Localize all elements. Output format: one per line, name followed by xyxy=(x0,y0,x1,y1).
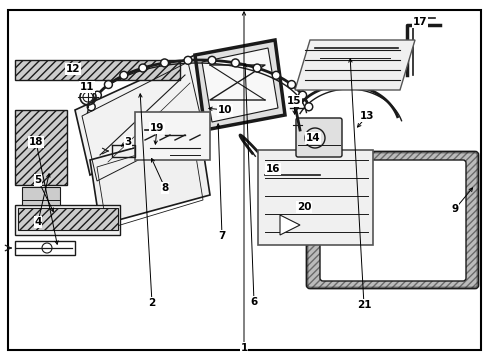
Text: 4: 4 xyxy=(34,217,41,227)
Circle shape xyxy=(88,104,94,109)
Circle shape xyxy=(106,82,111,87)
Text: 20: 20 xyxy=(296,202,311,212)
Text: 12: 12 xyxy=(65,64,80,74)
Text: 5: 5 xyxy=(34,175,41,185)
Text: 1: 1 xyxy=(240,343,247,353)
Text: 21: 21 xyxy=(356,300,370,310)
Bar xyxy=(135,112,209,160)
Circle shape xyxy=(254,66,259,71)
Bar xyxy=(15,110,67,185)
Circle shape xyxy=(160,59,168,67)
Circle shape xyxy=(140,66,145,71)
Text: 2: 2 xyxy=(148,298,155,308)
Circle shape xyxy=(185,58,190,63)
Text: 11: 11 xyxy=(80,82,94,92)
Circle shape xyxy=(120,71,127,79)
FancyBboxPatch shape xyxy=(295,118,341,157)
Circle shape xyxy=(95,93,100,98)
Bar xyxy=(15,205,120,235)
Circle shape xyxy=(298,91,306,99)
Circle shape xyxy=(231,59,239,67)
Text: 10: 10 xyxy=(217,105,232,115)
Text: 14: 14 xyxy=(305,133,320,143)
Circle shape xyxy=(272,71,280,79)
Polygon shape xyxy=(75,55,209,175)
Polygon shape xyxy=(195,40,285,130)
Text: 19: 19 xyxy=(149,123,164,133)
Text: 18: 18 xyxy=(29,137,43,147)
Circle shape xyxy=(232,60,238,66)
Text: 15: 15 xyxy=(286,96,301,106)
Circle shape xyxy=(162,60,167,66)
Circle shape xyxy=(273,73,278,78)
Bar xyxy=(15,241,75,255)
Text: 8: 8 xyxy=(161,183,168,193)
Polygon shape xyxy=(202,48,278,122)
Circle shape xyxy=(87,103,95,111)
Circle shape xyxy=(207,56,216,64)
Circle shape xyxy=(253,64,261,72)
Text: 17: 17 xyxy=(412,17,427,27)
Circle shape xyxy=(300,93,305,98)
FancyBboxPatch shape xyxy=(306,152,477,288)
Text: 9: 9 xyxy=(450,204,458,214)
Bar xyxy=(258,150,372,245)
Text: 3: 3 xyxy=(124,137,131,147)
Bar xyxy=(18,208,118,230)
Bar xyxy=(15,60,180,80)
Circle shape xyxy=(104,81,112,89)
Polygon shape xyxy=(294,40,414,90)
Text: 13: 13 xyxy=(359,111,373,121)
Circle shape xyxy=(93,91,101,99)
Circle shape xyxy=(305,104,311,109)
Bar xyxy=(22,187,60,205)
Circle shape xyxy=(288,82,293,87)
Polygon shape xyxy=(280,215,299,235)
Circle shape xyxy=(209,58,214,63)
Text: 7: 7 xyxy=(218,231,225,241)
Circle shape xyxy=(287,81,295,89)
Circle shape xyxy=(139,64,146,72)
Text: 16: 16 xyxy=(265,164,280,174)
Polygon shape xyxy=(90,130,209,225)
Circle shape xyxy=(121,73,126,78)
Circle shape xyxy=(183,56,192,64)
FancyBboxPatch shape xyxy=(319,160,465,281)
FancyBboxPatch shape xyxy=(306,152,477,288)
Text: 6: 6 xyxy=(250,297,257,307)
Circle shape xyxy=(304,103,312,111)
